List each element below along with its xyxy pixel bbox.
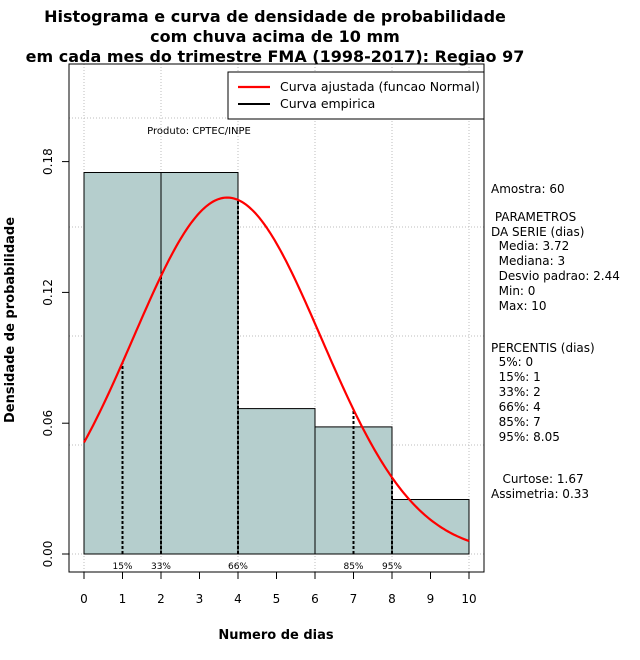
x-tick-label: 4 bbox=[234, 592, 242, 606]
percentis-header: PERCENTIS (dias) bbox=[491, 341, 595, 355]
fitted-curve bbox=[83, 196, 470, 543]
x-tick-label: 8 bbox=[388, 592, 396, 606]
percentile-lines: 15% 33% 66% 85% 95% bbox=[112, 199, 402, 572]
skewness: Assimetria: 0.33 bbox=[491, 487, 590, 501]
percentile-label: 85% bbox=[343, 562, 363, 572]
source-annotation: Produto: CPTEC/INPE bbox=[147, 126, 251, 137]
percentile-label: 66% bbox=[228, 562, 248, 572]
chart-title: Histograma e curva de densidade de proba… bbox=[26, 7, 525, 66]
chart-title-line: com chuva acima de 10 mm bbox=[150, 27, 400, 46]
params-values: Media: 3.72 Mediana: 3 Desvio padrao: 2.… bbox=[498, 239, 620, 313]
histogram-bar bbox=[237, 408, 316, 555]
y-tick-label: 0.18 bbox=[41, 148, 55, 175]
percentile-label: 15% bbox=[112, 562, 132, 572]
x-tick-label: 9 bbox=[427, 592, 435, 606]
legend-label: Curva ajustada (funcao Normal) bbox=[280, 79, 480, 94]
x-tick-label: 7 bbox=[350, 592, 358, 606]
x-axis-label: Numero de dias bbox=[218, 628, 334, 643]
chart-title-line: Histograma e curva de densidade de proba… bbox=[44, 7, 506, 26]
axes: 0 1 2 3 4 5 6 7 8 9 10 0.00 0.06 0.12 0.18 Numero de di… bbox=[3, 148, 477, 643]
histogram-bar bbox=[314, 426, 393, 555]
histogram-bar bbox=[160, 172, 239, 555]
histogram-bar bbox=[391, 499, 470, 555]
percentile-label: 95% bbox=[382, 562, 402, 572]
y-axis-label: Densidade de probabilidade bbox=[3, 217, 18, 423]
x-tick-label: 5 bbox=[273, 592, 281, 606]
legend: Curva ajustada (funcao Normal) Curva empi… bbox=[227, 71, 485, 120]
x-tick-label: 3 bbox=[196, 592, 204, 606]
histogram-bars bbox=[83, 172, 470, 555]
legend-label: Curva empirica bbox=[280, 96, 375, 111]
normal-curve bbox=[83, 196, 470, 543]
y-tick-label: 0.12 bbox=[41, 279, 55, 306]
kurtosis: Curtose: 1.67 bbox=[491, 472, 584, 486]
x-tick-label: 1 bbox=[119, 592, 127, 606]
x-tick-label: 2 bbox=[157, 592, 165, 606]
percentis-values: 5%: 0 15%: 1 33%: 2 66%: 4 85%: 7 95%: 8… bbox=[498, 355, 560, 444]
x-tick-label: 0 bbox=[80, 592, 88, 606]
percentile-label: 33% bbox=[151, 562, 171, 572]
legend-box bbox=[227, 71, 485, 120]
y-tick-label: 0.06 bbox=[41, 410, 55, 437]
chart-title-line: em cada mes do trimestre FMA (1998-2017)… bbox=[26, 47, 525, 66]
y-tick-label: 0.00 bbox=[41, 541, 55, 568]
params-header: PARAMETROS DA SERIE (dias) bbox=[491, 210, 585, 239]
x-tick-label: 6 bbox=[311, 592, 319, 606]
sample-size: Amostra: 60 bbox=[491, 182, 565, 196]
x-tick-label: 10 bbox=[461, 592, 476, 606]
